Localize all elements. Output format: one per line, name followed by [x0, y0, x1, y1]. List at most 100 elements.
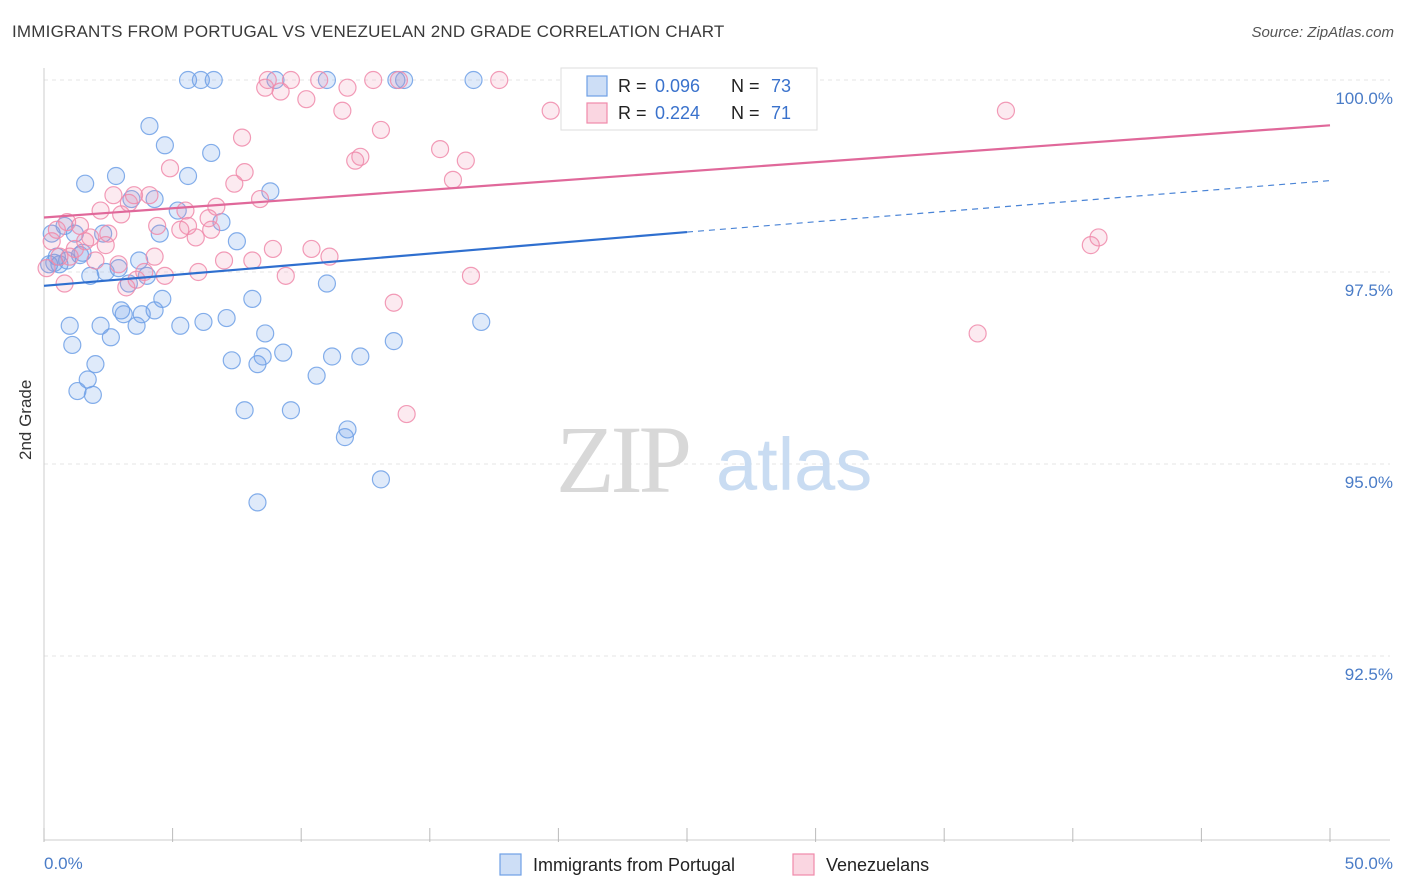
source-label: Source: ZipAtlas.com	[1251, 24, 1394, 41]
venezuelan-point	[37, 259, 56, 278]
portugal-point	[351, 347, 370, 366]
venezuelan-point	[232, 128, 252, 147]
venezuelan-point	[541, 101, 560, 120]
portugal-point	[204, 70, 223, 90]
portugal-bottom-swatch	[499, 853, 522, 876]
portugal-point	[114, 305, 133, 324]
portugal-point	[106, 166, 126, 186]
venezuelan-point	[333, 101, 352, 120]
venezuelan-point	[258, 70, 277, 90]
legend-r-value: 0.224	[655, 103, 700, 123]
venezuelan-trend-line	[43, 124, 1331, 219]
portugal-point	[384, 332, 403, 351]
portugal-point	[307, 366, 326, 385]
venezuelan-point	[81, 228, 100, 247]
venezuelan-point	[281, 70, 301, 90]
portugal-point	[394, 70, 414, 90]
y-tick-label: 100.0%	[1335, 89, 1393, 108]
trend-lines	[43, 124, 1331, 287]
venezuelan-point	[176, 201, 195, 220]
x-tick-label: 50.0%	[1345, 854, 1393, 873]
legend-n-label: N =	[731, 76, 760, 96]
portugal-point	[91, 316, 110, 335]
watermark-atlas: atlas	[716, 423, 872, 506]
portugal-point	[78, 370, 97, 389]
portugal-point	[168, 201, 187, 220]
portugal-point	[86, 355, 105, 374]
x-tick-label: 0.0%	[44, 854, 83, 873]
venezuelan-bottom-swatch	[792, 853, 815, 876]
venezuelan-point	[109, 255, 128, 274]
portugal-point	[472, 312, 491, 332]
venezuelan-point	[186, 228, 205, 247]
venezuelan-point	[456, 151, 475, 170]
venezuelan-point	[104, 186, 123, 205]
portugal-point	[317, 70, 337, 90]
venezuelan-point	[364, 70, 383, 90]
legend-top-box	[560, 67, 818, 131]
portugal-point	[322, 347, 342, 366]
venezuelan-point	[207, 197, 226, 216]
legend-top: R = 0.096 N = 73 R = 0.224 N = 71	[560, 67, 818, 131]
legend-n-value: 73	[771, 76, 791, 96]
venezuelan-point	[225, 174, 244, 193]
venezuelan-point	[42, 232, 61, 251]
y-tick-label: 92.5%	[1345, 665, 1393, 684]
legend-r-value: 0.096	[655, 76, 700, 96]
portugal-point	[194, 312, 213, 332]
portugal-point	[464, 70, 483, 90]
portugal-point	[317, 274, 337, 293]
legend-n-label: N =	[731, 103, 760, 123]
venezuelan-point	[140, 186, 159, 205]
portugal-point	[140, 116, 159, 136]
venezuelan-point	[271, 82, 290, 101]
venezuelan-point	[96, 236, 115, 255]
portugal-point	[256, 324, 275, 343]
portugal-point	[338, 420, 357, 439]
venezuelan-point	[1081, 236, 1100, 255]
venezuelan-point	[202, 220, 221, 239]
x-tick-labels: 0.0% 50.0%	[44, 854, 1393, 873]
portugal-point	[202, 143, 221, 163]
portugal-point	[217, 308, 236, 328]
venezuelan-point	[389, 70, 409, 90]
portugal-trend-line	[43, 230, 688, 287]
venezuelan-point	[490, 70, 509, 90]
portugal-point	[222, 351, 241, 370]
y-tick-labels: 92.5% 95.0% 97.5% 100.0%	[1335, 89, 1393, 684]
venezuelan-point	[338, 78, 357, 97]
portugal-trend-extension	[686, 180, 1331, 233]
venezuelan-point	[430, 140, 450, 159]
portugal-point	[76, 174, 95, 193]
venezuelan-point	[443, 170, 463, 189]
portugal-point	[274, 343, 293, 362]
venezuelan-point	[461, 266, 481, 285]
venezuelan-point	[384, 293, 403, 312]
portugal-point	[243, 289, 262, 308]
portugal-legend-swatch	[586, 75, 608, 97]
portugal-point	[178, 166, 198, 186]
portugal-point	[155, 136, 174, 155]
axes	[43, 68, 1390, 842]
venezuelan-point	[99, 224, 118, 243]
portugal-point	[178, 70, 198, 90]
portugal-point	[266, 70, 285, 90]
chart-title: IMMIGRANTS FROM PORTUGAL VS VENEZUELAN 2…	[12, 22, 725, 41]
venezuelan-point	[65, 239, 84, 259]
portugal-point	[101, 328, 120, 347]
portugal-point	[191, 70, 210, 90]
portugal-point	[109, 259, 128, 278]
venezuelan-point	[145, 247, 164, 266]
y-tick-label: 95.0%	[1345, 473, 1393, 492]
portugal-point	[83, 385, 102, 404]
legend-r-label: R =	[618, 103, 647, 123]
venezuelan-point	[310, 70, 329, 90]
venezuelan-point	[276, 266, 295, 285]
venezuelan-point	[91, 201, 110, 220]
venezuelan-point	[235, 163, 254, 182]
portugal-point	[60, 316, 79, 335]
y-tick-label: 97.5%	[1345, 281, 1393, 300]
venezuelan-point	[371, 120, 391, 140]
venezuelan-point	[50, 247, 69, 266]
